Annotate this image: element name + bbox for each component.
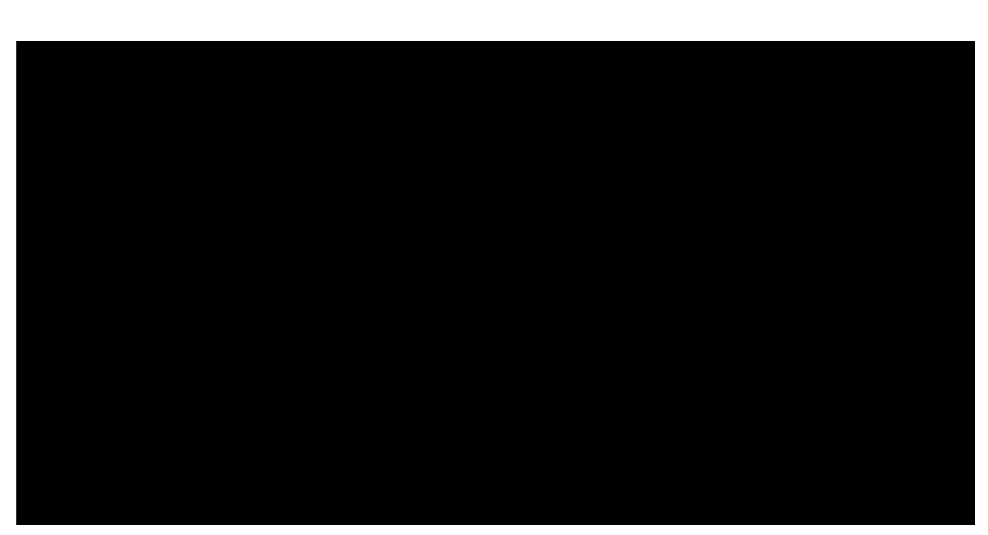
word-cloud-frame [16,41,975,525]
word-cloud [17,41,975,525]
